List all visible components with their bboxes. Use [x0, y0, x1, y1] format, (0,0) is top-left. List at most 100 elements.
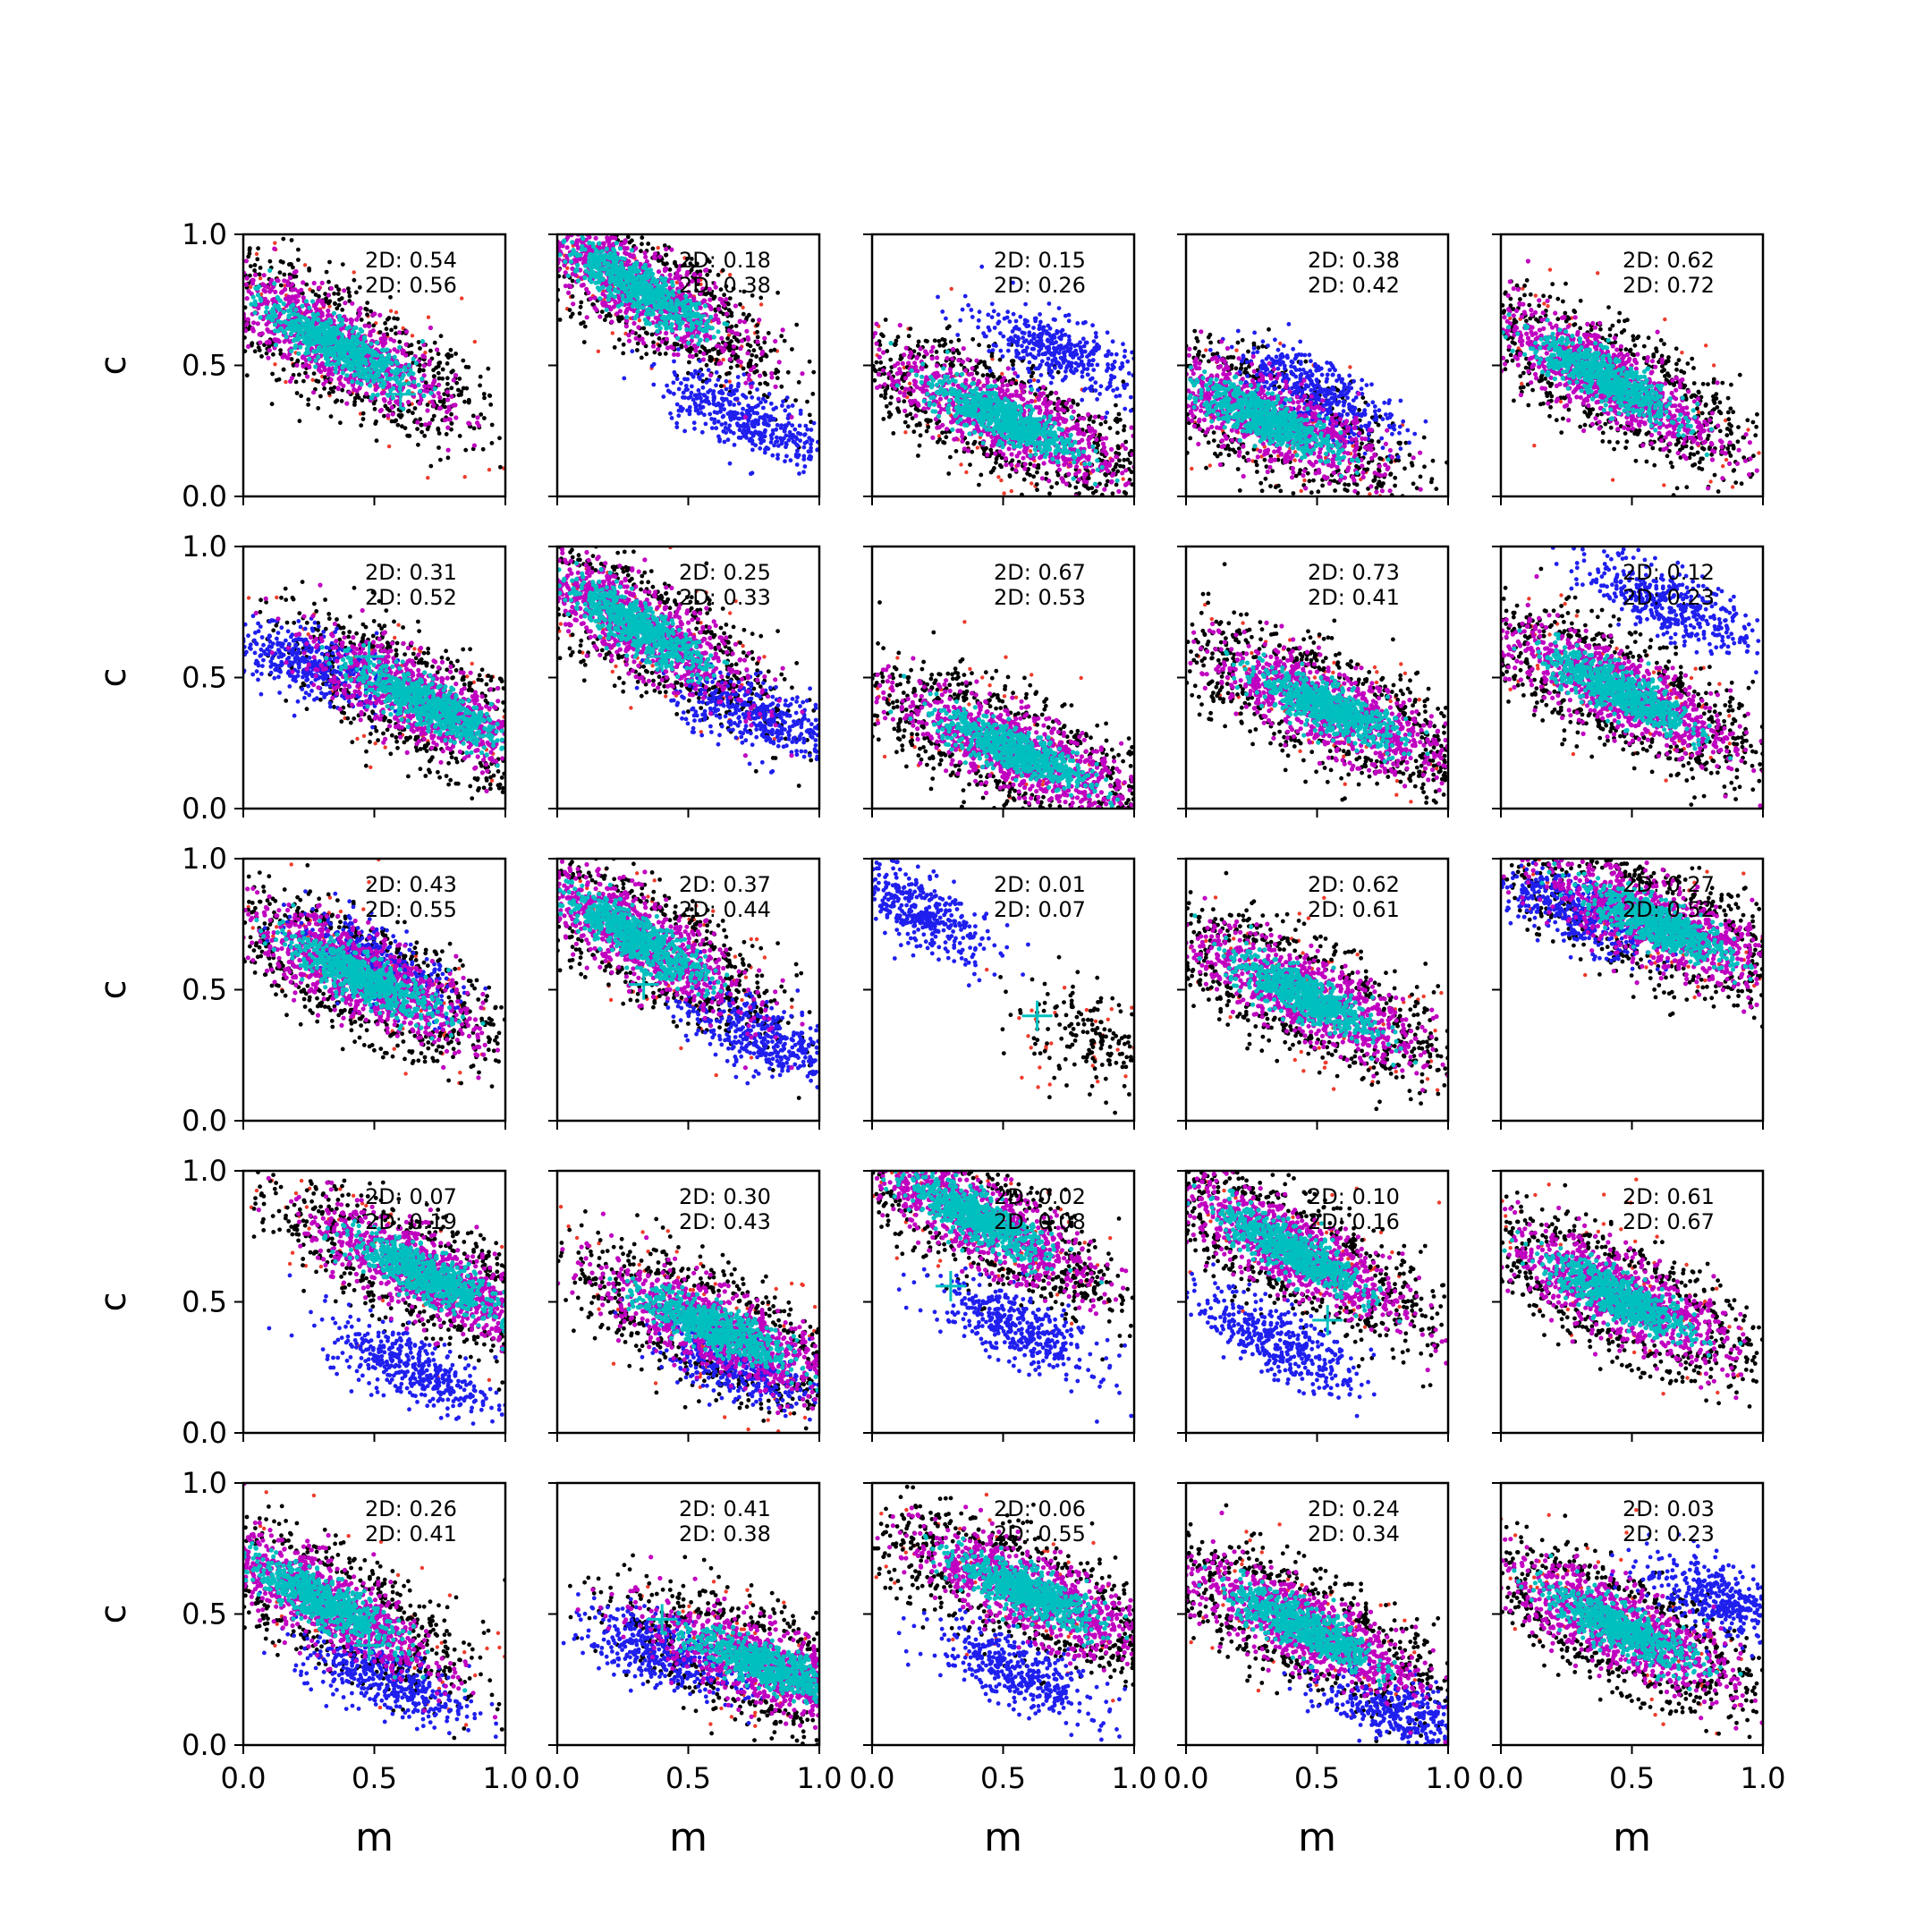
mid-density-point [676, 276, 682, 282]
outer-point [992, 466, 996, 470]
core-density-point [335, 331, 341, 336]
outer-point [295, 358, 301, 363]
mid-density-point [397, 330, 402, 335]
mid-density-point [623, 324, 630, 329]
outer-point [738, 301, 742, 307]
outer-point [1049, 485, 1055, 489]
mid-density-point [570, 266, 575, 271]
core-density-point [349, 348, 355, 353]
outer-point [497, 436, 502, 441]
mid-density-point [421, 373, 427, 378]
secondary-cluster-point [969, 308, 974, 312]
secondary-cluster-point [685, 408, 690, 413]
outer-point [689, 257, 694, 261]
outer-point [649, 332, 655, 337]
outlier-point [1032, 377, 1037, 383]
outer-point [617, 337, 622, 343]
outer-point [741, 366, 746, 371]
core-density-point [362, 336, 368, 342]
outer-point [363, 306, 369, 311]
mid-density-point [608, 307, 614, 312]
outer-point [951, 350, 956, 355]
outer-point [988, 470, 994, 475]
outer-point [878, 394, 884, 398]
mid-density-point [318, 369, 324, 375]
mid-density-point [711, 281, 716, 286]
outer-point [895, 406, 900, 411]
outlier-point [410, 334, 415, 338]
outer-point [392, 316, 396, 321]
outer-point [758, 295, 764, 301]
y-tick-label: 0.5 [182, 349, 227, 383]
outer-point [944, 435, 949, 440]
core-density-point [599, 249, 605, 254]
outer-point [1122, 490, 1127, 495]
core-density-point [281, 309, 286, 315]
outer-point [1035, 487, 1039, 493]
mid-density-point [594, 307, 599, 313]
mid-density-point [289, 376, 295, 381]
outer-point [463, 447, 469, 453]
outer-point [948, 361, 953, 367]
mid-density-point [245, 317, 250, 322]
secondary-cluster-point [712, 410, 717, 415]
secondary-cluster-point [728, 386, 733, 390]
outer-point [698, 350, 703, 354]
outlier-point [656, 245, 660, 250]
secondary-cluster-point [694, 396, 699, 401]
outer-point [488, 402, 494, 407]
core-density-point [668, 298, 674, 303]
outlier-point [487, 468, 492, 472]
mid-density-point [378, 336, 384, 342]
secondary-cluster-point [801, 453, 807, 459]
core-density-point [303, 325, 309, 330]
secondary-cluster-point [733, 410, 738, 415]
secondary-cluster-point [770, 453, 775, 458]
secondary-cluster-point [721, 398, 725, 402]
secondary-cluster-point [732, 443, 737, 447]
secondary-cluster-point [702, 412, 707, 418]
core-density-point [604, 246, 610, 251]
secondary-cluster-point [697, 369, 702, 374]
outer-point [758, 358, 764, 363]
core-density-point [329, 361, 335, 367]
mid-density-point [584, 315, 589, 320]
mid-density-point [296, 289, 301, 294]
mid-density-point [381, 390, 386, 395]
outer-point [352, 399, 357, 404]
mid-density-point [354, 388, 360, 394]
outer-point [872, 377, 877, 383]
outer-point [725, 336, 730, 341]
mid-density-point [268, 281, 274, 286]
outer-point [699, 344, 705, 350]
core-density-point [411, 371, 416, 377]
core-density-point [272, 302, 277, 308]
core-density-point [615, 303, 622, 309]
secondary-cluster-point [1050, 352, 1055, 356]
mid-density-point [437, 394, 443, 400]
core-density-point [567, 252, 572, 258]
core-density-point [331, 310, 337, 316]
outer-point [304, 282, 309, 287]
outer-point [445, 455, 451, 461]
core-density-point [345, 354, 351, 360]
core-density-point [361, 351, 367, 356]
mid-density-point [250, 281, 256, 286]
outlier-point [1000, 371, 1004, 377]
outer-point [581, 320, 586, 325]
outer-point [307, 266, 311, 271]
secondary-cluster-point [746, 428, 750, 432]
core-density-point [644, 293, 649, 299]
outer-point [774, 368, 779, 372]
core-density-point [303, 299, 309, 304]
outer-point [902, 419, 908, 425]
outer-point [726, 301, 731, 307]
outlier-point [394, 310, 399, 315]
core-density-point [380, 385, 386, 390]
mid-density-point [617, 309, 623, 314]
outer-point [389, 419, 394, 424]
mid-density-point [708, 372, 714, 377]
outer-point [395, 422, 401, 428]
outer-point [711, 296, 716, 301]
core-density-point [267, 267, 273, 273]
